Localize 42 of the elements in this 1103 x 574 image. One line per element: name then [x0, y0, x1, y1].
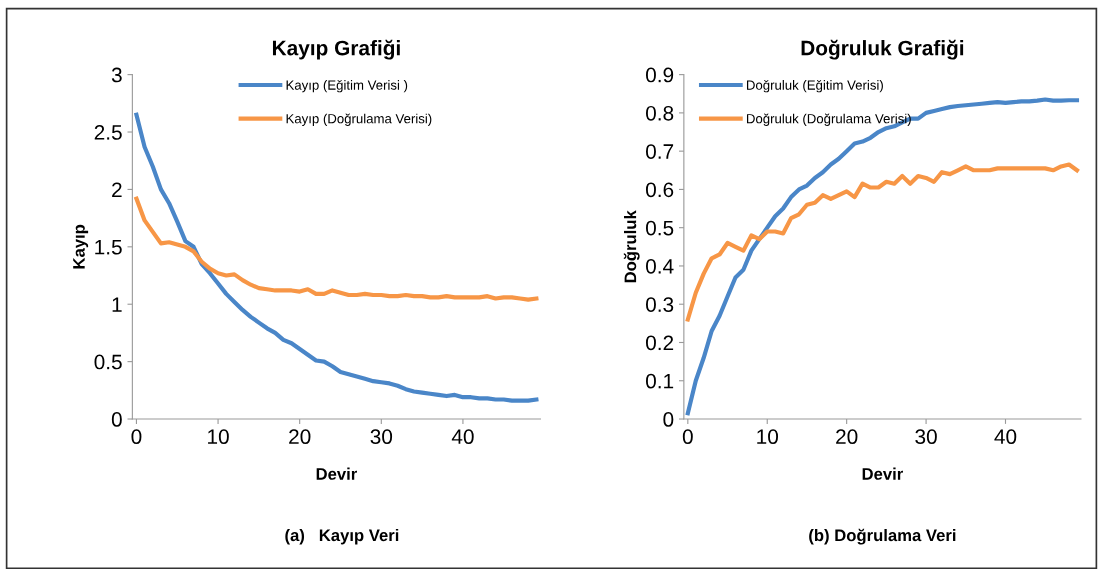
y-tick-label: 0.4 [645, 258, 674, 274]
text: (b) Doğrulama Veri [809, 528, 956, 545]
line-series [685, 162, 1080, 322]
legend-label: Kayıp (Eğitim Verisi ) [286, 79, 408, 93]
line-series [134, 196, 539, 302]
y-tick-label: 0.3 [645, 297, 674, 312]
legend-label: Doğruluk (Eğitim Verisi) [746, 79, 883, 93]
y-tick-label: 0 [663, 412, 674, 427]
y-tick-label: 0 [111, 412, 122, 427]
y-tick-label: 0.7 [645, 144, 674, 159]
y-tick-label: 2 [112, 182, 122, 197]
y-axis-title: Kayıp [73, 224, 89, 269]
x-axis-title: Devir [316, 467, 358, 480]
y-tick-label: 0.8 [645, 105, 674, 121]
x-tick-label: 20 [289, 429, 311, 445]
text: (a) Kayıp Veri [285, 528, 399, 545]
x-tick-label: 0 [682, 429, 693, 445]
y-tick-label: 1.5 [95, 240, 122, 255]
y-tick-label: 3 [111, 67, 122, 83]
y-tick-label: 1 [112, 297, 122, 312]
x-tick-label: 40 [994, 429, 1017, 445]
x-tick-label: 0 [131, 429, 142, 445]
y-tick-label: 0.6 [645, 182, 674, 198]
y-tick-label: 0.1 [645, 373, 674, 389]
chart-title: Doğruluk Grafiği [801, 39, 964, 60]
y-tick-label: 0.2 [645, 335, 674, 351]
line-series [134, 112, 539, 403]
x-tick-label: 10 [757, 429, 779, 445]
y-tick-label: 0.9 [645, 67, 674, 83]
x-tick-label: 30 [370, 429, 393, 445]
x-tick-label: 10 [208, 429, 229, 445]
y-tick-label: 0.5 [94, 354, 122, 370]
legend-label: Kayıp (Doğrulama Verisi) [286, 113, 432, 126]
y-tick-label: 2.5 [94, 125, 122, 140]
chart-title: Kayıp Grafiği [272, 39, 400, 60]
x-tick-label: 30 [915, 429, 937, 445]
y-axis-title: Doğruluk [623, 210, 640, 283]
y-tick-label: 0.5 [645, 220, 674, 236]
x-axis-title: Devir [862, 467, 903, 480]
line-series [685, 97, 1080, 416]
x-tick-label: 40 [451, 429, 474, 445]
x-tick-label: 20 [836, 429, 858, 445]
